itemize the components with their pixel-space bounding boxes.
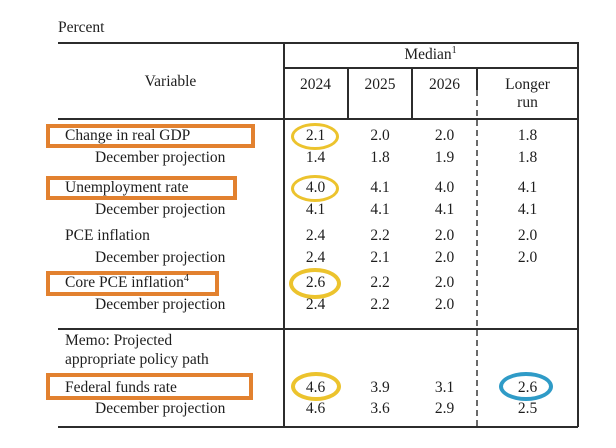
cell-pce-dec-2026: 2.0 [434, 249, 455, 266]
cell-core-pce-dec-2026: 2.0 [434, 296, 455, 313]
row-label-december-projection: December projection [95, 149, 226, 166]
cell-pce-dec-longer-run: 2.0 [517, 249, 538, 266]
circle-fed-funds-longer-run-value [499, 372, 553, 401]
cell-pce-2026: 2.0 [434, 227, 455, 244]
cell-pce-2025: 2.2 [370, 227, 390, 244]
memo-line-1: Memo: Projected [65, 332, 173, 349]
cell-ffr-2026: 3.1 [434, 379, 455, 396]
circle-gdp-2024-value [291, 123, 339, 150]
row-label-december-projection: December projection [95, 201, 226, 218]
cell-gdp-dec-2024: 1.4 [305, 149, 326, 166]
cell-core-pce-2024: 2.6 [305, 274, 326, 291]
cell-unemp-dec-2026: 4.1 [434, 201, 455, 218]
cell-ffr-dec-2026: 2.9 [434, 400, 455, 417]
cell-pce-longer-run: 2.0 [517, 227, 538, 244]
cell-pce-dec-2024: 2.4 [305, 249, 326, 266]
cell-gdp-2024: 2.1 [305, 127, 326, 144]
table-rule-memo [58, 328, 578, 330]
percent-label: Percent [58, 19, 105, 36]
table-rule-2024-2025 [347, 68, 349, 118]
cell-unemp-2024: 4.0 [305, 179, 326, 196]
cell-gdp-dec-longer-run: 1.8 [517, 149, 538, 166]
cell-core-pce-dec-2025: 2.2 [370, 296, 390, 313]
row-label-pce-inflation: PCE inflation [65, 227, 150, 244]
cell-pce-2024: 2.4 [305, 227, 326, 244]
row-label-change-in-real-gdp: Change in real GDP [65, 127, 191, 144]
cell-core-pce-dec-2024: 2.4 [305, 296, 326, 313]
cell-gdp-longer-run: 1.8 [517, 127, 538, 144]
table-rule-2025-2026 [411, 68, 413, 118]
table-rule-under-header [58, 118, 578, 120]
longer-run-header-line1: Longer [505, 76, 550, 93]
median-footnote-marker: 1 [451, 44, 457, 56]
cell-pce-dec-2025: 2.1 [370, 249, 390, 266]
highlight-box-core-pce-inflation [46, 271, 219, 296]
median-header: Median1 [283, 45, 578, 65]
circle-core-pce-2024-value [289, 268, 341, 299]
cell-gdp-dec-2025: 1.8 [370, 149, 390, 166]
row-label-december-projection: December projection [95, 296, 226, 313]
core-pce-footnote-marker: 4 [183, 272, 189, 284]
row-label-unemployment-rate: Unemployment rate [65, 179, 189, 196]
year-header-2024: 2024 [300, 76, 331, 93]
table-rule-longer-run-dashed [476, 90, 478, 427]
cell-ffr-dec-2025: 3.6 [370, 400, 390, 417]
cell-unemp-dec-2025: 4.1 [370, 201, 390, 218]
cell-ffr-dec-2024: 4.6 [305, 400, 326, 417]
row-label-core-pce-inflation: Core PCE inflation4 [65, 273, 189, 293]
table-rule-bottom [58, 426, 578, 428]
cell-unemp-dec-longer-run: 4.1 [517, 201, 538, 218]
highlight-box-change-in-real-gdp [46, 124, 255, 148]
cell-core-pce-2026: 2.0 [434, 274, 455, 291]
year-header-2025: 2025 [364, 76, 396, 93]
cell-ffr-2025: 3.9 [370, 379, 390, 396]
table-rule-top [58, 42, 578, 44]
longer-run-header-line2: run [517, 94, 538, 111]
table-rule-variable-col [283, 42, 285, 427]
cell-gdp-dec-2026: 1.9 [434, 149, 455, 166]
memo-line-2: appropriate policy path [65, 351, 209, 368]
median-header-text: Median [404, 46, 452, 63]
core-pce-label-text: Core PCE inflation [65, 274, 184, 291]
table-rule-longer-run-solid [476, 68, 478, 90]
circle-fed-funds-2024-value [291, 372, 341, 401]
row-label-december-projection: December projection [95, 249, 226, 266]
cell-ffr-longer-run: 2.6 [517, 379, 538, 396]
variable-header: Variable [144, 73, 197, 90]
row-label-federal-funds-rate: Federal funds rate [65, 379, 177, 396]
table-rule-right-edge [577, 42, 579, 427]
cell-ffr-dec-longer-run: 2.5 [517, 400, 538, 417]
cell-gdp-2026: 2.0 [434, 127, 455, 144]
cell-core-pce-2025: 2.2 [370, 274, 390, 291]
cell-gdp-2025: 2.0 [370, 127, 390, 144]
cell-ffr-2024: 4.6 [305, 379, 326, 396]
cell-unemp-longer-run: 4.1 [517, 179, 538, 196]
cell-unemp-dec-2024: 4.1 [305, 201, 326, 218]
table-rule-under-median [283, 67, 578, 69]
year-header-2026: 2026 [429, 76, 460, 93]
row-label-december-projection: December projection [95, 400, 226, 417]
cell-unemp-2025: 4.1 [370, 179, 390, 196]
highlight-box-unemployment-rate [46, 176, 237, 200]
circle-unemployment-2024-value [291, 175, 339, 202]
cell-unemp-2026: 4.0 [434, 179, 455, 196]
highlight-box-federal-funds-rate [46, 373, 253, 400]
